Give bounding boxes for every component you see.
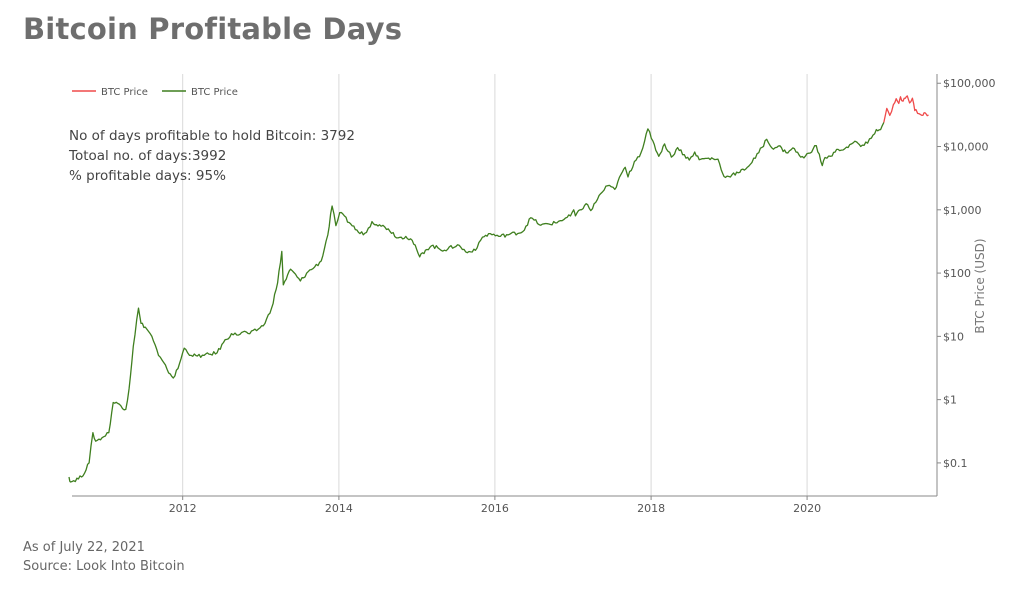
annotation-line: % profitable days: 95% [69, 168, 226, 184]
btc-price-chart: 2012 2014 2016 2018 2020 $0.1 $1 $10 $100 $1,000 $… [68, 74, 996, 515]
y-tick-label: $10,000 [943, 141, 989, 154]
y-tick-label: $1,000 [943, 204, 982, 217]
series-line-profitable [68, 122, 885, 483]
y-tick-label: $10 [943, 330, 964, 343]
annotation-line: Totoal no. of days:3992 [68, 148, 226, 164]
legend: BTC Price BTC Price [72, 87, 238, 98]
x-tick-label: 2016 [481, 502, 509, 515]
y-tick-label: $100 [943, 267, 971, 280]
x-tick-label: 2012 [169, 502, 197, 515]
price-series [68, 95, 929, 483]
annotation-line: No of days profitable to hold Bitcoin: 3… [69, 128, 355, 144]
x-tick-label: 2020 [793, 502, 821, 515]
y-tick-label: $1 [943, 394, 957, 407]
as-of-date: As of July 22, 2021 [23, 540, 145, 555]
annotations: No of days profitable to hold Bitcoin: 3… [68, 128, 355, 184]
grid-lines [182, 74, 808, 496]
x-tick-label: 2014 [325, 502, 353, 515]
legend-label: BTC Price [191, 87, 238, 98]
y-tick-label: $0.1 [943, 457, 968, 470]
chart-title: Bitcoin Profitable Days [23, 12, 403, 46]
legend-label: BTC Price [101, 87, 148, 98]
x-tick-label: 2018 [637, 502, 665, 515]
source-note: Source: Look Into Bitcoin [23, 559, 185, 574]
y-axis-label: BTC Price (USD) [973, 238, 987, 333]
axes: 2012 2014 2016 2018 2020 $0.1 $1 $10 $100 $1,000 $… [72, 74, 996, 515]
footer: As of July 22, 2021 Source: Look Into Bi… [23, 538, 185, 576]
series-line-unprofitable [883, 95, 929, 123]
y-tick-label: $100,000 [943, 77, 996, 90]
